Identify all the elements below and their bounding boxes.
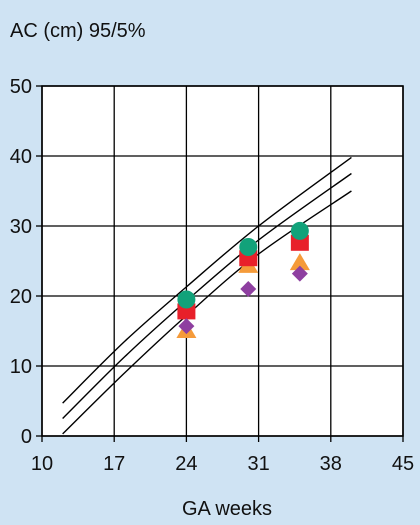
- circle-point-0: [177, 290, 196, 309]
- x-tick-label-2: 24: [175, 453, 197, 475]
- x-tick-label-1: 17: [103, 453, 125, 475]
- chart-title: AC (cm) 95/5%: [10, 20, 146, 42]
- x-tick-label-0: 10: [31, 453, 53, 475]
- x-axis-title: GA weeks: [182, 498, 272, 520]
- y-tick-label-2: 20: [10, 286, 32, 308]
- circle-point-2: [290, 221, 309, 240]
- y-tick-label-1: 10: [10, 356, 32, 378]
- x-tick-label-4: 38: [320, 453, 342, 475]
- triangle-point-2: [289, 253, 310, 271]
- plot-area: 10 17 24 31 38 45 0 10 20 30 40 50: [10, 76, 414, 475]
- square-point-2: [290, 234, 309, 251]
- x-tick-label-3: 31: [247, 453, 269, 475]
- y-tick-label-5: 50: [10, 76, 32, 98]
- y-tick-label-3: 30: [10, 216, 32, 238]
- diamond-point-2: [291, 265, 308, 282]
- plot-background: [42, 86, 403, 436]
- plot-frame: [41, 85, 404, 437]
- x-tick-label-5: 45: [392, 453, 414, 475]
- diamond-point-1: [240, 281, 257, 297]
- circle-point-1: [239, 238, 258, 256]
- reference-curve-0: [62, 156, 352, 404]
- square-point-0: [177, 303, 196, 320]
- diamond-point-0: [178, 318, 195, 335]
- y-tick-label-0: 0: [21, 426, 32, 448]
- y-tick-label-4: 40: [10, 146, 32, 168]
